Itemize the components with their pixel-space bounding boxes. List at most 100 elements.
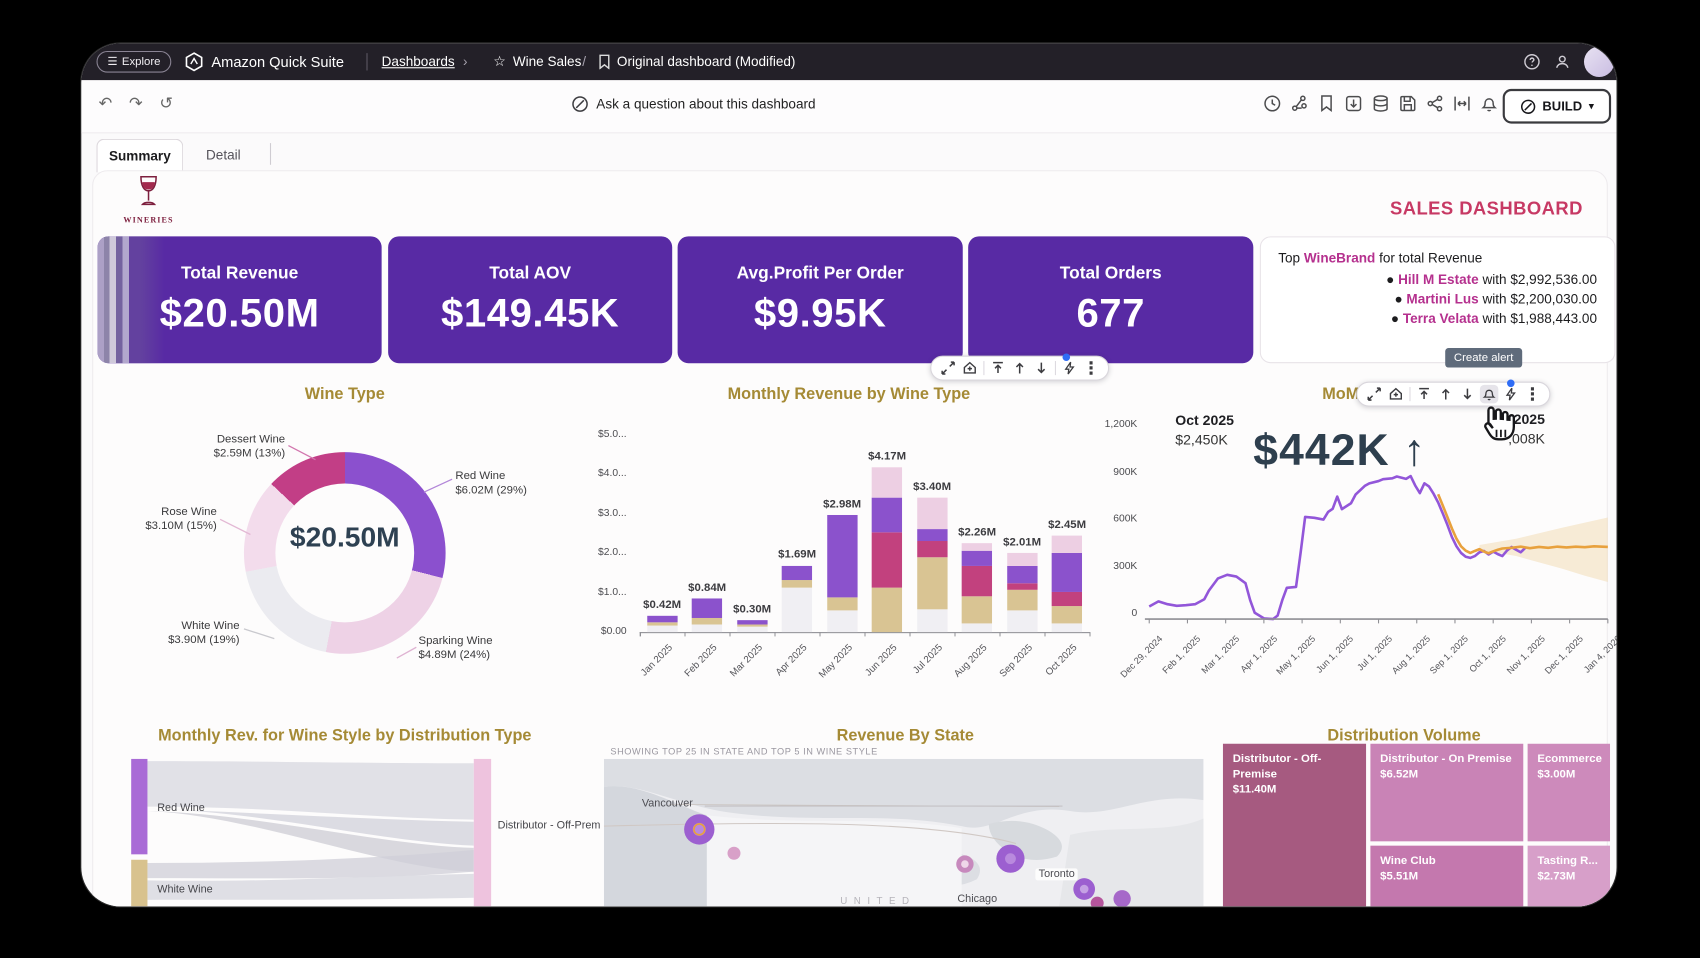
- maximize-icon[interactable]: [939, 359, 957, 377]
- bar-segment[interactable]: [916, 557, 948, 610]
- monthly-revenue-bar-chart[interactable]: $0.42M $0.84M $0.30M $1.69M $2.98M $4.17M $3.4…: [639, 421, 1090, 634]
- save-icon[interactable]: [1399, 94, 1417, 112]
- insights-bolt-icon[interactable]: [1060, 359, 1078, 377]
- insights-bolt-icon[interactable]: [1502, 385, 1520, 403]
- bar-total-label: $2.98M: [823, 497, 862, 511]
- bar-segment[interactable]: [736, 624, 768, 627]
- wine-glass-icon: [140, 175, 157, 206]
- favorite-star-icon[interactable]: ☆: [493, 53, 506, 70]
- upload-top-icon[interactable]: [989, 359, 1007, 377]
- menu-dots-icon[interactable]: ⋮: [1523, 385, 1542, 404]
- tab-detail[interactable]: Detail: [206, 147, 241, 163]
- user-icon[interactable]: [1554, 53, 1571, 76]
- help-icon[interactable]: [1523, 53, 1540, 76]
- bar-segment[interactable]: [871, 587, 903, 633]
- home-anchor-icon[interactable]: [1387, 385, 1405, 403]
- arrow-down-icon[interactable]: [1458, 385, 1476, 403]
- bar-segment[interactable]: [736, 626, 768, 633]
- bookmark-icon[interactable]: [1317, 94, 1335, 112]
- wine-type-donut[interactable]: [243, 452, 446, 654]
- explore-button[interactable]: ☰ Explore: [96, 50, 172, 73]
- kpi-total-orders[interactable]: Total Orders 677: [968, 236, 1254, 364]
- kpi-total-revenue[interactable]: Total Revenue $20.50M: [97, 236, 382, 364]
- undo-icon[interactable]: ↶: [98, 94, 113, 113]
- bar-segment[interactable]: [1051, 535, 1083, 554]
- bar-segment[interactable]: [961, 623, 993, 633]
- bar-segment[interactable]: [691, 618, 723, 625]
- treemap-cell-on-premise[interactable]: Distributor - On Premise $6.52M: [1370, 743, 1524, 842]
- tab-summary[interactable]: Summary: [96, 138, 184, 173]
- bar-segment[interactable]: [1051, 606, 1083, 624]
- reset-icon[interactable]: ↺: [159, 94, 174, 113]
- bar-segment[interactable]: [871, 497, 903, 532]
- dataset-icon[interactable]: [1371, 94, 1389, 112]
- mom-revenue-line-chart[interactable]: [1142, 421, 1613, 629]
- bar-segment[interactable]: [961, 565, 993, 596]
- ask-question-button[interactable]: Ask a question about this dashboard: [571, 95, 816, 112]
- kpi-total-aov[interactable]: Total AOV $149.45K: [388, 236, 673, 364]
- bar-segment[interactable]: [961, 551, 993, 566]
- upload-top-icon[interactable]: [1415, 385, 1433, 403]
- create-alert-bell-icon[interactable]: [1479, 384, 1499, 404]
- bar-segment[interactable]: [736, 620, 768, 625]
- fit-width-icon[interactable]: [1453, 94, 1471, 112]
- bar-segment[interactable]: [1051, 623, 1083, 633]
- bar-segment[interactable]: [781, 580, 813, 588]
- bar-segment[interactable]: [961, 595, 993, 624]
- bar-segment[interactable]: [646, 625, 678, 633]
- treemap-cell-tasting-room[interactable]: Tasting R... $2.73M: [1527, 845, 1611, 907]
- bar-segment[interactable]: [826, 597, 858, 610]
- arrow-down-icon[interactable]: [1032, 359, 1050, 377]
- bar-total-label: $0.30M: [733, 602, 772, 616]
- bell-icon[interactable]: [1480, 94, 1498, 112]
- quick-suite-logo-icon[interactable]: [184, 52, 204, 77]
- bar-segment[interactable]: [646, 615, 678, 623]
- menu-dots-icon[interactable]: ⋮: [1082, 359, 1100, 378]
- bar-segment[interactable]: [1006, 583, 1038, 590]
- bar-segment[interactable]: [781, 587, 813, 633]
- maximize-icon[interactable]: [1365, 385, 1383, 403]
- arrow-up-icon[interactable]: [1010, 359, 1028, 377]
- bar-segment[interactable]: [1006, 589, 1038, 610]
- bar-segment[interactable]: [691, 598, 723, 619]
- sankey-diagram[interactable]: [125, 750, 570, 907]
- bar-segment[interactable]: [1006, 552, 1038, 566]
- data-flow-icon[interactable]: [1290, 94, 1308, 112]
- bar-segment[interactable]: [871, 531, 903, 588]
- insight-top-winebrand[interactable]: Top WineBrand for total Revenue ● Hill M…: [1259, 236, 1616, 364]
- breadcrumb-wine-sales[interactable]: Wine Sales: [512, 54, 582, 70]
- bar-segment[interactable]: [916, 528, 948, 541]
- treemap-cell-ecommerce[interactable]: Ecommerce $3.00M: [1527, 743, 1611, 842]
- build-button[interactable]: BUILD ▾: [1502, 88, 1612, 124]
- bar-segment[interactable]: [1051, 592, 1083, 607]
- share-icon[interactable]: [1426, 94, 1444, 112]
- revenue-map[interactable]: [603, 758, 1204, 907]
- bar-segment[interactable]: [1006, 609, 1038, 633]
- redo-icon[interactable]: ↷: [129, 94, 143, 113]
- treemap-cell-off-premise[interactable]: Distributor - Off-Premise $11.40M: [1222, 743, 1367, 907]
- arrow-up-icon[interactable]: [1437, 385, 1455, 403]
- bar-segment[interactable]: [961, 542, 993, 552]
- bar-segment[interactable]: [691, 624, 723, 633]
- bar-segment[interactable]: [916, 497, 948, 529]
- avatar[interactable]: [1583, 46, 1615, 77]
- bar-segment[interactable]: [646, 622, 678, 626]
- kpi-avg-profit[interactable]: Avg.Profit Per Order $9.95K: [677, 236, 963, 364]
- bar-segment[interactable]: [826, 609, 858, 633]
- bar-x-axis: Jan 2025 Feb 2025 Mar 2025 Apr 2025 May 2025…: [638, 639, 1090, 689]
- donut-label-sparking: Sparking Wine $4.89M (24%): [418, 634, 493, 662]
- home-anchor-icon[interactable]: [961, 359, 979, 377]
- bar-segment[interactable]: [781, 565, 813, 580]
- map-subtitle: SHOWING TOP 25 IN STATE AND TOP 5 IN WIN…: [610, 745, 878, 757]
- treemap-cell-wine-club[interactable]: Wine Club $5.51M: [1370, 845, 1524, 907]
- bar-segment[interactable]: [916, 540, 948, 558]
- breadcrumb-dashboards[interactable]: Dashboards: [381, 54, 455, 70]
- export-icon[interactable]: [1344, 94, 1362, 112]
- history-icon[interactable]: [1263, 94, 1281, 112]
- bar-segment[interactable]: [916, 609, 948, 633]
- line-y-axis: 1,200K 900K 600K 300K 0: [1104, 418, 1138, 620]
- bar-segment[interactable]: [1006, 565, 1038, 584]
- bar-segment[interactable]: [1051, 553, 1083, 593]
- bar-segment[interactable]: [826, 514, 858, 598]
- bar-segment[interactable]: [871, 467, 903, 498]
